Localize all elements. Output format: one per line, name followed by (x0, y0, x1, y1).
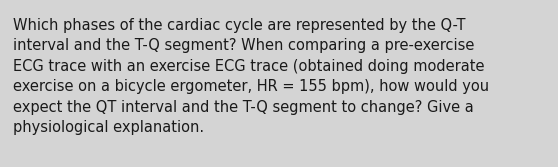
Text: Which phases of the cardiac cycle are represented by the Q-T
interval and the T-: Which phases of the cardiac cycle are re… (13, 18, 489, 135)
